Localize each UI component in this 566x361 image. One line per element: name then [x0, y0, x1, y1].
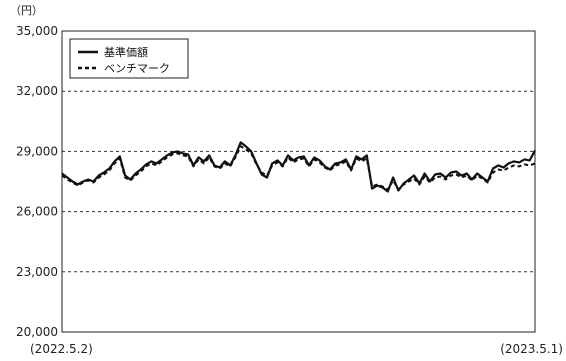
x-axis-end-label: (2023.5.1)	[500, 342, 563, 356]
x-axis-start-label: (2022.5.2)	[30, 342, 93, 356]
y-tick-label: 32,000	[16, 84, 58, 98]
plot-frame	[61, 30, 536, 333]
legend: 基準価額 ベンチマーク	[69, 38, 189, 79]
y-tick-label: 26,000	[16, 205, 58, 219]
y-tick-label: 35,000	[16, 24, 58, 38]
y-tick-label: 29,000	[16, 144, 58, 158]
y-tick-label: 20,000	[16, 325, 58, 339]
grid-lines	[62, 90, 535, 273]
legend-label-benchmark: ベンチマーク	[104, 62, 170, 75]
y-axis-ticks: 35,000 32,000 29,000 26,000 23,000 20,000	[16, 24, 58, 339]
series-lines	[61, 141, 536, 193]
legend-box	[69, 38, 189, 79]
legend-label-nav: 基準価額	[104, 45, 148, 59]
y-tick-label: 23,000	[16, 265, 58, 279]
nav-line	[61, 141, 536, 193]
benchmark-line	[61, 145, 536, 191]
y-axis-unit-label: （円）	[10, 4, 43, 17]
